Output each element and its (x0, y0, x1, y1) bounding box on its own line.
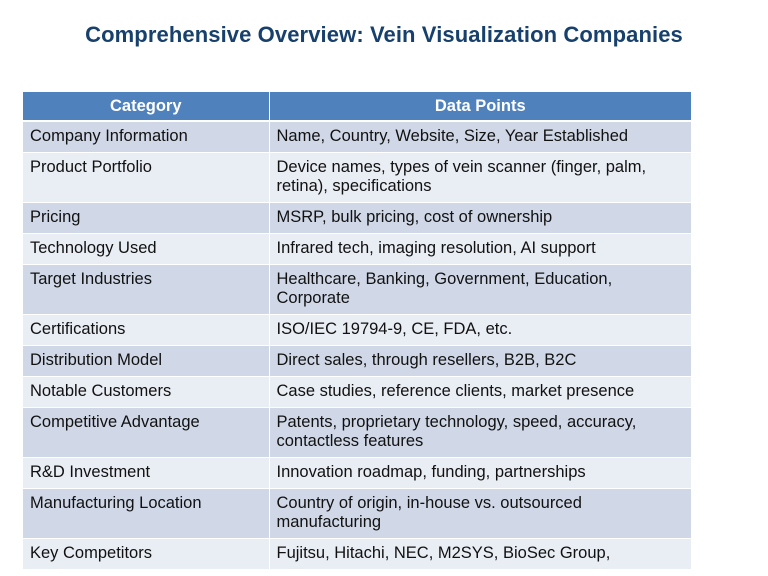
table-row: Target Industries Healthcare, Banking, G… (23, 264, 691, 315)
data-points-cell: Country of origin, in-house vs. outsourc… (269, 488, 691, 539)
header-data-points: Data Points (269, 92, 691, 122)
table-row: Manufacturing Location Country of origin… (23, 488, 691, 539)
table-row: Competitive Advantage Patents, proprieta… (23, 407, 691, 458)
header-category: Category (23, 92, 270, 122)
data-points-cell: Infrared tech, imaging resolution, AI su… (269, 233, 691, 265)
table-row: R&D Investment Innovation roadmap, fundi… (23, 457, 691, 489)
category-cell: Notable Customers (23, 376, 270, 408)
category-cell: Competitive Advantage (23, 407, 270, 458)
data-points-cell: Case studies, reference clients, market … (269, 376, 691, 408)
category-cell: Technology Used (23, 233, 270, 265)
category-cell: R&D Investment (23, 457, 270, 489)
data-points-cell: MSRP, bulk pricing, cost of ownership (269, 202, 691, 234)
table-row: Notable Customers Case studies, referenc… (23, 376, 691, 408)
data-points-cell: Fujitsu, Hitachi, NEC, M2SYS, BioSec Gro… (269, 538, 691, 570)
table-body: Company Information Name, Country, Websi… (23, 121, 691, 570)
table-row: Key Competitors Fujitsu, Hitachi, NEC, M… (23, 538, 691, 570)
table-row: Company Information Name, Country, Websi… (23, 121, 691, 153)
table-row: Distribution Model Direct sales, through… (23, 345, 691, 377)
overview-table: Category Data Points Company Information… (23, 92, 691, 570)
data-points-cell: ISO/IEC 19794-9, CE, FDA, etc. (269, 314, 691, 346)
overview-table-container: Category Data Points Company Information… (23, 92, 691, 570)
table-row: Product Portfolio Device names, types of… (23, 152, 691, 203)
table-row: Pricing MSRP, bulk pricing, cost of owne… (23, 202, 691, 234)
table-header: Category Data Points (23, 92, 691, 122)
category-cell: Company Information (23, 121, 270, 153)
table-row: Certifications ISO/IEC 19794-9, CE, FDA,… (23, 314, 691, 346)
data-points-cell: Name, Country, Website, Size, Year Estab… (269, 121, 691, 153)
slide-title: Comprehensive Overview: Vein Visualizati… (85, 22, 683, 47)
header-row: Category Data Points (23, 92, 691, 122)
category-cell: Distribution Model (23, 345, 270, 377)
data-points-cell: Healthcare, Banking, Government, Educati… (269, 264, 691, 315)
data-points-cell: Direct sales, through resellers, B2B, B2… (269, 345, 691, 377)
data-points-cell: Patents, proprietary technology, speed, … (269, 407, 691, 458)
category-cell: Target Industries (23, 264, 270, 315)
category-cell: Product Portfolio (23, 152, 270, 203)
data-points-cell: Device names, types of vein scanner (fin… (269, 152, 691, 203)
table-row: Technology Used Infrared tech, imaging r… (23, 233, 691, 265)
category-cell: Certifications (23, 314, 270, 346)
category-cell: Manufacturing Location (23, 488, 270, 539)
data-points-cell: Innovation roadmap, funding, partnership… (269, 457, 691, 489)
category-cell: Pricing (23, 202, 270, 234)
category-cell: Key Competitors (23, 538, 270, 570)
